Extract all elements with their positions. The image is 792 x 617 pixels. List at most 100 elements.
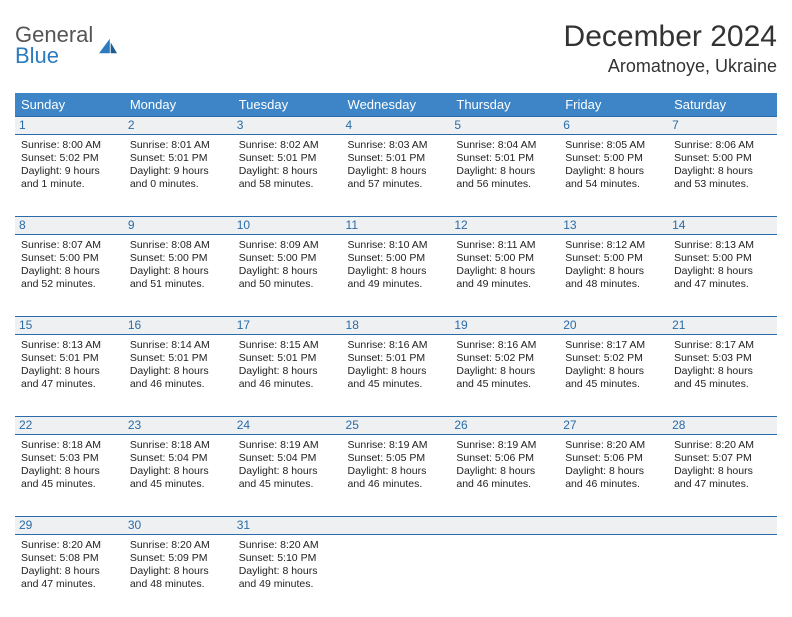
sunrise-text: Sunrise: 8:13 AM	[674, 239, 771, 252]
day-cell: Sunrise: 8:18 AMSunset: 5:04 PMDaylight:…	[124, 435, 233, 517]
day-number-bar: 24	[233, 417, 342, 435]
day-number-bar: 3	[233, 117, 342, 135]
day-number-bar: 4	[342, 117, 451, 135]
day-cell: Sunrise: 8:18 AMSunset: 5:03 PMDaylight:…	[15, 435, 124, 517]
day-cell: Sunrise: 8:20 AMSunset: 5:08 PMDaylight:…	[15, 535, 124, 617]
sunrise-text: Sunrise: 8:07 AM	[21, 239, 118, 252]
day-cell: Sunrise: 8:14 AMSunset: 5:01 PMDaylight:…	[124, 335, 233, 417]
day-number: 22	[15, 417, 124, 434]
page-header: General Blue December 2024 Aromatnoye, U…	[15, 20, 777, 77]
day-cell: Sunrise: 8:17 AMSunset: 5:02 PMDaylight:…	[559, 335, 668, 417]
day-number: 15	[15, 317, 124, 334]
day-number: 17	[233, 317, 342, 334]
daylight-text: Daylight: 8 hours and 50 minutes.	[239, 265, 336, 291]
day-number: 1	[15, 117, 124, 134]
calendar-body: 1234567Sunrise: 8:00 AMSunset: 5:02 PMDa…	[15, 117, 777, 617]
sunrise-text: Sunrise: 8:17 AM	[674, 339, 771, 352]
month-title: December 2024	[564, 20, 777, 54]
day-number-bar: 21	[668, 317, 777, 335]
sunrise-text: Sunrise: 8:15 AM	[239, 339, 336, 352]
daylight-text: Daylight: 8 hours and 49 minutes.	[456, 265, 553, 291]
daylight-text: Daylight: 8 hours and 45 minutes.	[456, 365, 553, 391]
day-number-bar: 11	[342, 217, 451, 235]
day-number: 26	[450, 417, 559, 434]
day-number: 19	[450, 317, 559, 334]
daylight-text: Daylight: 8 hours and 46 minutes.	[348, 465, 445, 491]
sunset-text: Sunset: 5:01 PM	[348, 352, 445, 365]
day-cell: Sunrise: 8:20 AMSunset: 5:09 PMDaylight:…	[124, 535, 233, 617]
daylight-text: Daylight: 8 hours and 45 minutes.	[565, 365, 662, 391]
sunrise-text: Sunrise: 8:20 AM	[239, 539, 336, 552]
daylight-text: Daylight: 8 hours and 47 minutes.	[21, 565, 118, 591]
sunrise-text: Sunrise: 8:20 AM	[21, 539, 118, 552]
daylight-text: Daylight: 8 hours and 53 minutes.	[674, 165, 771, 191]
day-cell: Sunrise: 8:17 AMSunset: 5:03 PMDaylight:…	[668, 335, 777, 417]
daylight-text: Daylight: 8 hours and 58 minutes.	[239, 165, 336, 191]
day-cell	[668, 535, 777, 617]
day-cell: Sunrise: 8:20 AMSunset: 5:07 PMDaylight:…	[668, 435, 777, 517]
day-cell: Sunrise: 8:20 AMSunset: 5:06 PMDaylight:…	[559, 435, 668, 517]
sunrise-text: Sunrise: 8:19 AM	[348, 439, 445, 452]
day-number: 12	[450, 217, 559, 234]
day-number-bar: 31	[233, 517, 342, 535]
sunrise-text: Sunrise: 8:20 AM	[674, 439, 771, 452]
day-cell: Sunrise: 8:00 AMSunset: 5:02 PMDaylight:…	[15, 135, 124, 217]
weekday-header: Thursday	[450, 93, 559, 117]
sunset-text: Sunset: 5:06 PM	[565, 452, 662, 465]
sunset-text: Sunset: 5:01 PM	[348, 152, 445, 165]
day-number: 30	[124, 517, 233, 534]
day-number: 7	[668, 117, 777, 134]
day-number: 13	[559, 217, 668, 234]
day-cell: Sunrise: 8:13 AMSunset: 5:01 PMDaylight:…	[15, 335, 124, 417]
sunset-text: Sunset: 5:10 PM	[239, 552, 336, 565]
daylight-text: Daylight: 8 hours and 47 minutes.	[674, 465, 771, 491]
daylight-text: Daylight: 8 hours and 49 minutes.	[239, 565, 336, 591]
sunset-text: Sunset: 5:00 PM	[674, 152, 771, 165]
weekday-header: Saturday	[668, 93, 777, 117]
sunrise-text: Sunrise: 8:10 AM	[348, 239, 445, 252]
sunset-text: Sunset: 5:01 PM	[21, 352, 118, 365]
logo: General Blue	[15, 20, 119, 67]
day-number: 24	[233, 417, 342, 434]
day-number: 28	[668, 417, 777, 434]
sunset-text: Sunset: 5:01 PM	[130, 352, 227, 365]
daylight-text: Daylight: 9 hours and 0 minutes.	[130, 165, 227, 191]
day-number: 3	[233, 117, 342, 134]
day-number: 8	[15, 217, 124, 234]
sunrise-text: Sunrise: 8:18 AM	[21, 439, 118, 452]
calendar-header-row: SundayMondayTuesdayWednesdayThursdayFrid…	[15, 93, 777, 117]
day-number-bar: 10	[233, 217, 342, 235]
sunrise-text: Sunrise: 8:11 AM	[456, 239, 553, 252]
sunset-text: Sunset: 5:02 PM	[456, 352, 553, 365]
sunset-text: Sunset: 5:05 PM	[348, 452, 445, 465]
day-number-bar: 16	[124, 317, 233, 335]
sunrise-text: Sunrise: 8:03 AM	[348, 139, 445, 152]
sunset-text: Sunset: 5:00 PM	[565, 152, 662, 165]
sunrise-text: Sunrise: 8:01 AM	[130, 139, 227, 152]
day-cell: Sunrise: 8:20 AMSunset: 5:10 PMDaylight:…	[233, 535, 342, 617]
day-number-bar: 29	[15, 517, 124, 535]
day-cell: Sunrise: 8:19 AMSunset: 5:06 PMDaylight:…	[450, 435, 559, 517]
sunrise-text: Sunrise: 8:05 AM	[565, 139, 662, 152]
day-number: 20	[559, 317, 668, 334]
sunrise-text: Sunrise: 8:20 AM	[565, 439, 662, 452]
day-number: 6	[559, 117, 668, 134]
day-number: 10	[233, 217, 342, 234]
daylight-text: Daylight: 8 hours and 46 minutes.	[456, 465, 553, 491]
weekday-header: Monday	[124, 93, 233, 117]
sunset-text: Sunset: 5:07 PM	[674, 452, 771, 465]
sunrise-text: Sunrise: 8:19 AM	[239, 439, 336, 452]
weekday-header: Friday	[559, 93, 668, 117]
day-number-bar: 28	[668, 417, 777, 435]
day-number-bar: 26	[450, 417, 559, 435]
daylight-text: Daylight: 8 hours and 45 minutes.	[348, 365, 445, 391]
sunrise-text: Sunrise: 8:18 AM	[130, 439, 227, 452]
day-number-bar: 7	[668, 117, 777, 135]
weekday-header: Wednesday	[342, 93, 451, 117]
sunrise-text: Sunrise: 8:00 AM	[21, 139, 118, 152]
sunrise-text: Sunrise: 8:04 AM	[456, 139, 553, 152]
day-number: 27	[559, 417, 668, 434]
location-label: Aromatnoye, Ukraine	[564, 56, 777, 77]
empty-day-bar	[450, 517, 559, 535]
day-number: 21	[668, 317, 777, 334]
